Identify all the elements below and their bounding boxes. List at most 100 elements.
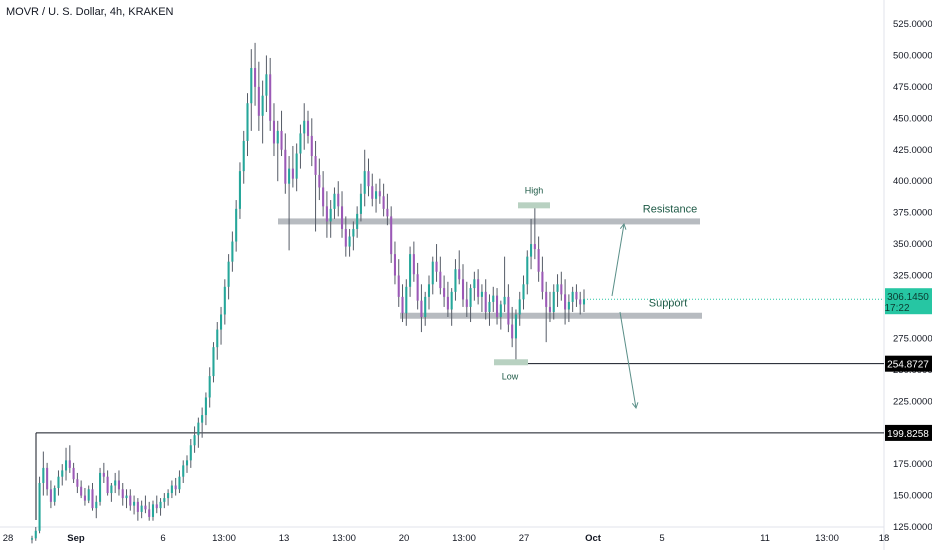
candle-body[interactable] bbox=[530, 244, 533, 257]
candle-body[interactable] bbox=[114, 480, 117, 486]
candle-body[interactable] bbox=[367, 171, 370, 187]
candle-body[interactable] bbox=[431, 261, 434, 285]
candle-body[interactable] bbox=[76, 479, 79, 487]
candle-body[interactable] bbox=[499, 304, 502, 317]
candle-body[interactable] bbox=[53, 488, 56, 502]
candle-body[interactable] bbox=[155, 504, 158, 509]
candle-body[interactable] bbox=[95, 501, 98, 509]
candle-body[interactable] bbox=[231, 241, 234, 262]
candle-body[interactable] bbox=[522, 284, 525, 300]
candle-body[interactable] bbox=[337, 193, 340, 207]
candle-body[interactable] bbox=[34, 530, 37, 539]
candle-body[interactable] bbox=[223, 286, 226, 315]
candle-body[interactable] bbox=[548, 306, 552, 312]
candle-body[interactable] bbox=[386, 208, 389, 217]
candle-body[interactable] bbox=[469, 288, 472, 307]
candle-body[interactable] bbox=[87, 489, 90, 501]
candle-body[interactable] bbox=[167, 493, 170, 499]
candle-body[interactable] bbox=[363, 171, 366, 194]
candle-body[interactable] bbox=[318, 174, 321, 188]
candle-body[interactable] bbox=[552, 291, 555, 312]
candle-body[interactable] bbox=[242, 140, 245, 172]
candle-body[interactable] bbox=[261, 95, 264, 116]
candle-body[interactable] bbox=[49, 489, 52, 502]
candle-body[interactable] bbox=[72, 467, 75, 480]
candle-body[interactable] bbox=[295, 153, 298, 179]
candle-body[interactable] bbox=[61, 470, 64, 477]
candle-body[interactable] bbox=[480, 291, 483, 297]
candle-body[interactable] bbox=[567, 301, 570, 310]
candle-body[interactable] bbox=[151, 504, 155, 517]
candle-body[interactable] bbox=[537, 249, 540, 272]
candle-body[interactable] bbox=[276, 130, 279, 144]
candle-body[interactable] bbox=[140, 505, 143, 512]
candle-body[interactable] bbox=[310, 135, 313, 157]
candle-body[interactable] bbox=[427, 284, 431, 297]
candle-body[interactable] bbox=[212, 347, 215, 377]
candle-body[interactable] bbox=[450, 291, 453, 310]
candle-body[interactable] bbox=[378, 191, 381, 197]
candle-body[interactable] bbox=[272, 120, 276, 144]
candle-body[interactable] bbox=[439, 271, 442, 289]
candle-body[interactable] bbox=[571, 291, 574, 302]
candle-body[interactable] bbox=[57, 476, 60, 489]
candle-body[interactable] bbox=[250, 68, 253, 104]
candle-body[interactable] bbox=[582, 299, 586, 305]
candle-body[interactable] bbox=[458, 269, 461, 280]
candle-body[interactable] bbox=[382, 196, 385, 209]
candle-body[interactable] bbox=[197, 422, 200, 436]
candle-body[interactable] bbox=[238, 171, 241, 209]
candle-body[interactable] bbox=[208, 376, 211, 398]
candle-body[interactable] bbox=[80, 486, 83, 496]
candle-body[interactable] bbox=[306, 120, 310, 136]
candle-body[interactable] bbox=[488, 301, 491, 312]
candle-body[interactable] bbox=[269, 74, 272, 121]
candle-body[interactable] bbox=[291, 168, 294, 179]
candle-body[interactable] bbox=[314, 156, 317, 175]
candle-body[interactable] bbox=[461, 279, 465, 300]
candle-body[interactable] bbox=[117, 480, 120, 490]
candle-body[interactable] bbox=[356, 213, 359, 229]
candle-body[interactable] bbox=[401, 296, 404, 314]
candle-body[interactable] bbox=[204, 397, 207, 416]
candle-body[interactable] bbox=[405, 286, 408, 314]
candle-body[interactable] bbox=[201, 415, 204, 423]
candle-body[interactable] bbox=[325, 206, 328, 222]
candle-body[interactable] bbox=[492, 295, 495, 302]
candle-body[interactable] bbox=[511, 324, 514, 339]
candle-body[interactable] bbox=[299, 133, 302, 154]
candle-body[interactable] bbox=[375, 191, 378, 199]
candle-body[interactable] bbox=[484, 291, 487, 312]
candle-body[interactable] bbox=[348, 236, 351, 247]
candle-body[interactable] bbox=[446, 296, 449, 310]
candle-body[interactable] bbox=[416, 274, 419, 301]
candle-body[interactable] bbox=[443, 288, 446, 297]
candle-body[interactable] bbox=[545, 291, 548, 307]
candle-body[interactable] bbox=[371, 186, 374, 199]
candle-body[interactable] bbox=[435, 261, 438, 272]
candle-body[interactable] bbox=[110, 485, 113, 494]
candle-body[interactable] bbox=[170, 485, 173, 494]
candle-body[interactable] bbox=[533, 244, 536, 250]
candle-body[interactable] bbox=[178, 476, 181, 490]
candle-body[interactable] bbox=[507, 296, 510, 325]
candle-body[interactable] bbox=[189, 445, 192, 461]
candle-body[interactable] bbox=[99, 472, 102, 502]
candle-body[interactable] bbox=[518, 299, 521, 315]
candle-body[interactable] bbox=[424, 296, 427, 317]
candle-body[interactable] bbox=[125, 495, 128, 499]
candle-body[interactable] bbox=[564, 294, 567, 310]
candle-body[interactable] bbox=[454, 269, 457, 292]
candle-body[interactable] bbox=[265, 74, 268, 96]
candle-body[interactable] bbox=[344, 228, 347, 247]
candle-body[interactable] bbox=[64, 460, 68, 471]
candle-body[interactable] bbox=[129, 495, 132, 506]
candle-body[interactable] bbox=[182, 465, 185, 477]
candle-body[interactable] bbox=[83, 495, 86, 501]
zone-support-band[interactable] bbox=[400, 312, 702, 319]
candle-body[interactable] bbox=[254, 68, 257, 87]
candle-body[interactable] bbox=[541, 271, 544, 292]
candle-body[interactable] bbox=[303, 120, 306, 134]
